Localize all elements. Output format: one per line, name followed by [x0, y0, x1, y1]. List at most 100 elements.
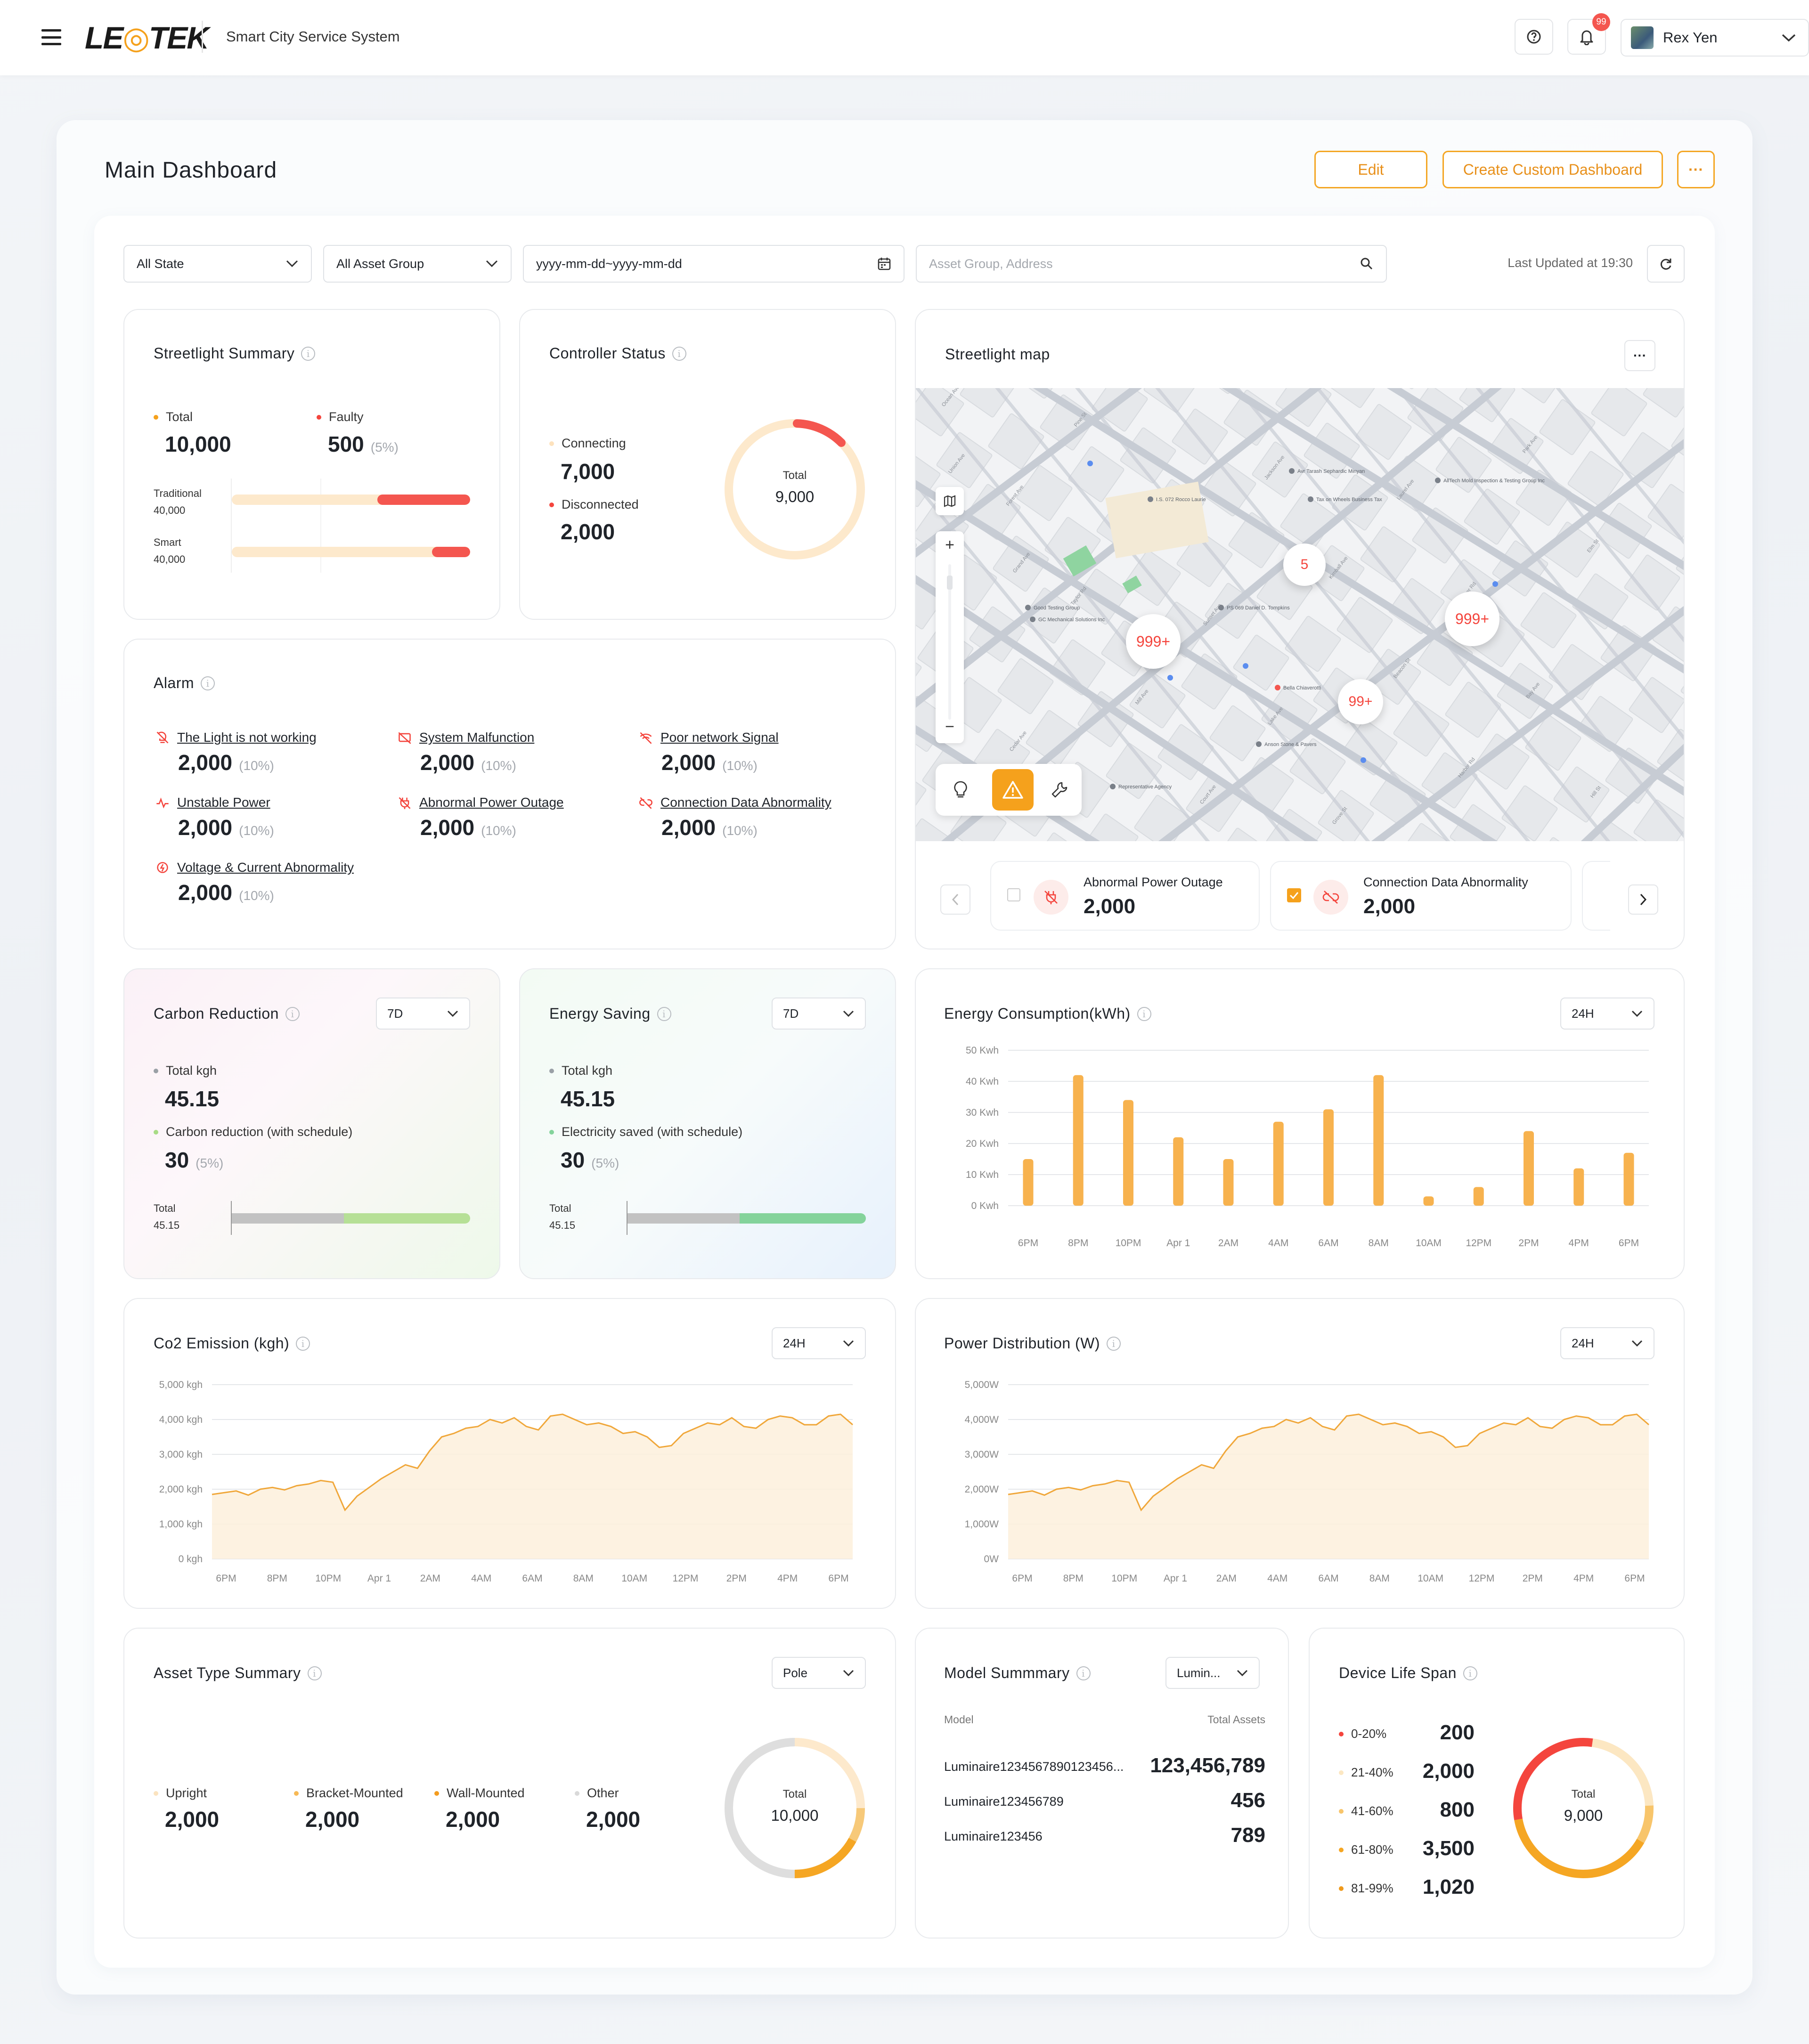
donut-segment[interactable]: [1513, 1738, 1654, 1878]
power-range-select[interactable]: 24H: [1560, 1327, 1654, 1359]
alarm-link[interactable]: Unstable Power: [155, 795, 270, 810]
info-icon[interactable]: i: [672, 346, 686, 361]
asset-type-filter-select[interactable]: Pole: [772, 1657, 866, 1689]
energy-saving-range-select[interactable]: 7D: [772, 998, 866, 1030]
poi-marker[interactable]: [1218, 605, 1224, 610]
map-layer-button[interactable]: [936, 487, 964, 515]
bar[interactable]: [1173, 1137, 1184, 1206]
poi-marker[interactable]: [1030, 616, 1035, 622]
zoom-in-button[interactable]: +: [945, 536, 954, 554]
date-range-input[interactable]: yyyy-mm-dd~yyyy-mm-dd: [523, 245, 904, 283]
series-line[interactable]: [1008, 1413, 1649, 1512]
alarm-link[interactable]: The Light is not working: [155, 730, 317, 745]
zoom-slider-track[interactable]: [948, 564, 951, 720]
more-options-button[interactable]: ···: [1677, 151, 1715, 188]
notification-button[interactable]: [1567, 19, 1606, 55]
alarm-tile-checkbox-checked[interactable]: [1287, 888, 1301, 902]
energy-consumption-range-select[interactable]: 24H: [1560, 998, 1654, 1030]
series-line[interactable]: [212, 1413, 853, 1512]
disconnected-label-text: Disconnected: [562, 497, 639, 511]
carousel-next-button[interactable]: [1628, 884, 1658, 915]
carbon-range-select[interactable]: 7D: [376, 998, 470, 1030]
search-input[interactable]: Asset Group, Address: [916, 245, 1387, 283]
bar[interactable]: [1073, 1075, 1084, 1206]
info-icon[interactable]: i: [1076, 1666, 1091, 1680]
map-cluster[interactable]: 999+: [1445, 592, 1499, 646]
alarm-link[interactable]: Poor network Signal: [639, 730, 779, 745]
bar[interactable]: [1524, 1131, 1534, 1206]
user-name: Rex Yen: [1663, 29, 1718, 46]
poi-marker[interactable]: [1148, 496, 1153, 502]
info-icon[interactable]: i: [285, 1006, 300, 1021]
streetlight-marker[interactable]: [1492, 581, 1498, 587]
user-menu[interactable]: Rex Yen: [1621, 19, 1809, 57]
poi-marker[interactable]: [1256, 741, 1262, 747]
info-icon[interactable]: i: [307, 1666, 322, 1680]
streetlight-marker[interactable]: [1167, 675, 1173, 681]
asset-group-select[interactable]: All Asset Group: [323, 245, 512, 283]
info-icon[interactable]: i: [296, 1336, 310, 1351]
poi-marker[interactable]: [1308, 496, 1313, 502]
info-icon[interactable]: i: [301, 346, 316, 361]
streetlight-marker[interactable]: [1361, 757, 1366, 763]
bar[interactable]: [1623, 1152, 1634, 1206]
poi-marker[interactable]: [1289, 468, 1295, 474]
donut-segment[interactable]: [1513, 1738, 1654, 1878]
bar[interactable]: [1473, 1187, 1484, 1206]
map-cluster[interactable]: 999+: [1126, 614, 1181, 669]
donut-segment[interactable]: [725, 1738, 865, 1878]
bar[interactable]: [1323, 1109, 1334, 1206]
connecting-label: Connecting: [549, 436, 626, 451]
info-icon[interactable]: i: [1107, 1336, 1121, 1351]
alarm-tile-checkbox[interactable]: [1007, 888, 1020, 901]
poi-marker[interactable]: [1275, 685, 1280, 690]
alarm-link[interactable]: Abnormal Power Outage: [398, 795, 564, 810]
streetlight-marker[interactable]: [1243, 663, 1248, 669]
zoom-slider-handle[interactable]: [947, 576, 953, 590]
maintenance-mode-button[interactable]: [1044, 774, 1075, 805]
refresh-button[interactable]: [1647, 245, 1685, 283]
bar[interactable]: [1273, 1121, 1284, 1206]
menu-icon[interactable]: [41, 29, 61, 45]
edit-button[interactable]: Edit: [1314, 151, 1427, 188]
alarm-link[interactable]: Connection Data Abnormality: [639, 795, 831, 810]
alarm-mode-button[interactable]: [992, 769, 1034, 811]
total-value: 10,000: [165, 432, 231, 456]
life-span-label-row: 21-40%: [1339, 1765, 1393, 1780]
bar[interactable]: [1573, 1168, 1584, 1206]
info-icon[interactable]: i: [1463, 1666, 1477, 1680]
map-more-button[interactable]: ···: [1624, 340, 1655, 371]
bar[interactable]: [1123, 1100, 1133, 1206]
model-filter-value: Lumin...: [1177, 1665, 1221, 1680]
model-filter-select[interactable]: Lumin...: [1165, 1657, 1260, 1689]
light-mode-button[interactable]: [945, 774, 976, 805]
disconnected-label: Disconnected: [549, 497, 639, 512]
alarm-tile[interactable]: Connection Data Abnormality 2,000: [1270, 861, 1572, 931]
map-cluster[interactable]: 5: [1283, 543, 1326, 586]
info-icon[interactable]: i: [1137, 1006, 1151, 1021]
zoom-out-button[interactable]: −: [945, 718, 954, 736]
carousel-prev-button[interactable]: [940, 884, 970, 915]
map-cluster[interactable]: 99+: [1338, 679, 1383, 724]
poi-marker[interactable]: [1025, 605, 1031, 610]
alarm-tile[interactable]: Abnormal Power Outage 2,000: [990, 861, 1260, 931]
create-custom-dashboard-button[interactable]: Create Custom Dashboard: [1442, 151, 1663, 188]
poi-marker[interactable]: [1110, 784, 1116, 789]
co2-range-select[interactable]: 24H: [772, 1327, 866, 1359]
streetlight-marker[interactable]: [1087, 461, 1093, 466]
alarm-link[interactable]: Voltage & Current Abnormality: [155, 860, 354, 875]
donut-segment[interactable]: [1513, 1738, 1654, 1878]
life-span-label: 0-20%: [1351, 1727, 1387, 1741]
bar[interactable]: [1023, 1159, 1034, 1206]
donut-segment[interactable]: [725, 1738, 865, 1878]
bar[interactable]: [1373, 1075, 1384, 1206]
bar[interactable]: [1223, 1159, 1234, 1206]
zoom-control: + −: [936, 531, 964, 743]
info-icon[interactable]: i: [201, 676, 215, 690]
alarm-link[interactable]: System Malfunction: [398, 730, 534, 745]
info-icon[interactable]: i: [657, 1006, 671, 1021]
poi-marker[interactable]: [1435, 478, 1441, 483]
help-button[interactable]: [1515, 19, 1553, 55]
bar[interactable]: [1423, 1196, 1434, 1206]
state-select[interactable]: All State: [123, 245, 312, 283]
